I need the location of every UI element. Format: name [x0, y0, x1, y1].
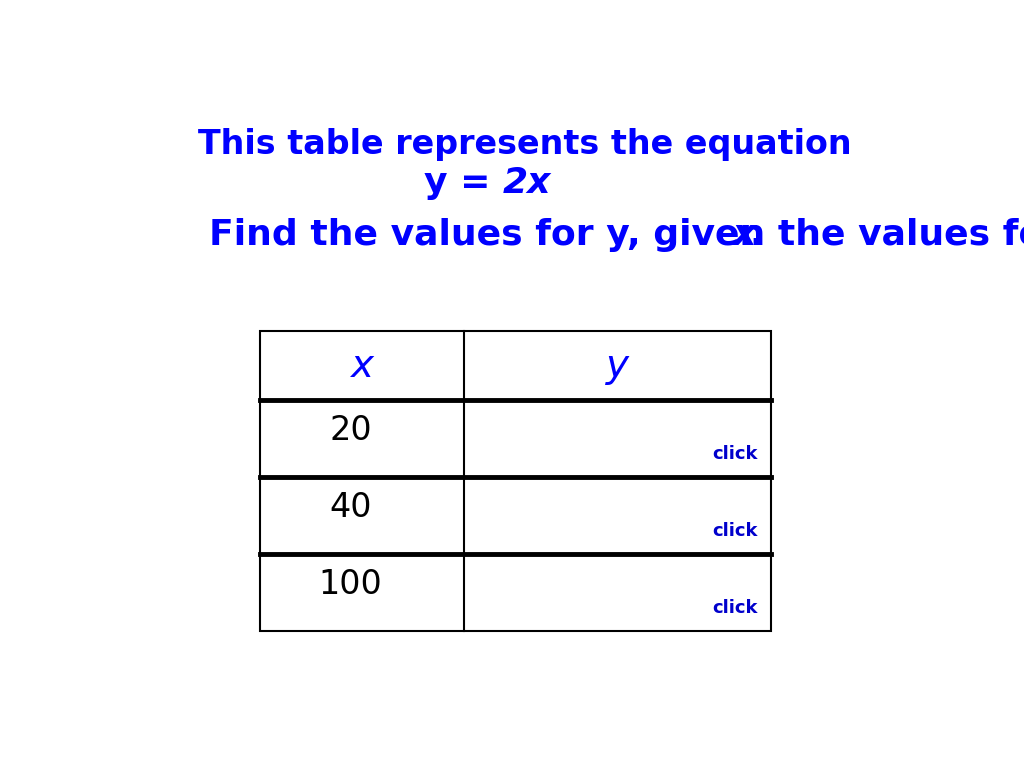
Text: click: click: [712, 445, 758, 463]
Text: This table represents the equation: This table represents the equation: [198, 128, 852, 161]
Text: .: .: [750, 217, 763, 252]
Text: y: y: [606, 346, 630, 385]
Text: 100: 100: [318, 568, 382, 601]
Text: 40: 40: [329, 492, 372, 525]
Bar: [260, 331, 771, 631]
Text: Find the values for y, given the values for: Find the values for y, given the values …: [209, 217, 1024, 252]
Text: x: x: [732, 217, 756, 252]
Text: x: x: [350, 346, 374, 385]
Text: click: click: [712, 522, 758, 541]
Text: y =: y =: [424, 166, 503, 200]
Text: 20: 20: [329, 415, 372, 448]
Text: 2x: 2x: [503, 166, 552, 200]
Text: click: click: [712, 599, 758, 617]
